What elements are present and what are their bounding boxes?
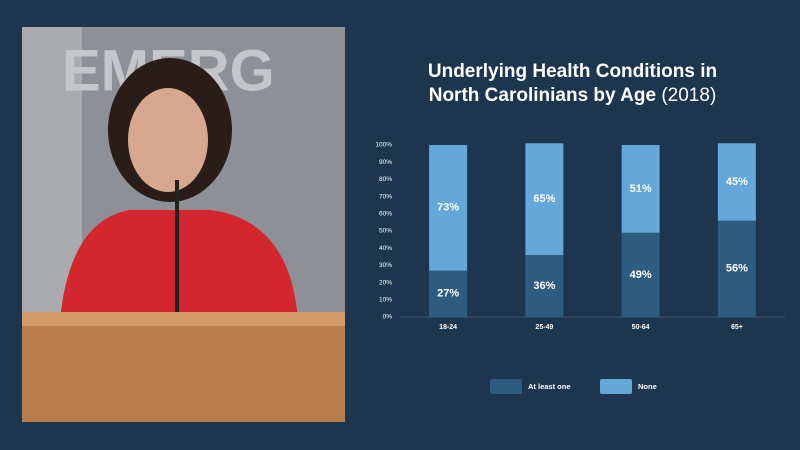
legend-label: None [638, 382, 657, 391]
value-label: 49% [630, 269, 652, 281]
y-tick-label: 10% [379, 297, 392, 304]
value-label: 73% [437, 202, 459, 214]
legend-label: At least one [528, 382, 571, 391]
bar-segment [525, 255, 564, 317]
value-label: 56% [726, 263, 748, 275]
legend-swatch [600, 379, 632, 394]
value-label: 36% [533, 280, 555, 292]
bar-segment [429, 270, 468, 317]
bar-segment [717, 220, 756, 317]
title-text: Underlying Health Conditions in North Ca… [427, 61, 718, 106]
bar-segment [429, 145, 468, 271]
y-tick-label: 30% [379, 262, 392, 269]
value-label: 51% [630, 183, 652, 195]
face [128, 88, 208, 192]
chart-title: Underlying Health Conditions in North Ca… [400, 60, 745, 108]
y-tick-label: 40% [379, 245, 392, 252]
podium-top [22, 312, 345, 326]
legend-swatch [490, 379, 522, 394]
y-tick-label: 100% [375, 142, 392, 149]
value-label: 45% [726, 176, 748, 188]
video-frame: EMERG [22, 27, 345, 422]
y-tick-label: 20% [379, 279, 392, 286]
y-tick-label: 80% [379, 176, 392, 183]
microphone [175, 180, 179, 315]
x-tick-label: 65+ [731, 324, 743, 331]
podium [22, 312, 345, 422]
value-label: 65% [533, 193, 555, 205]
bar-segment [525, 143, 564, 256]
subtitle: (2018) [661, 85, 717, 106]
bar-segment [621, 232, 660, 317]
value-label: 27% [437, 288, 459, 300]
x-tick-label: 25-49 [535, 324, 553, 331]
y-tick-label: 0% [383, 314, 393, 321]
y-tick-label: 90% [379, 159, 392, 166]
bar-segment [717, 143, 756, 221]
y-tick-label: 50% [379, 228, 392, 235]
bar-segment [621, 145, 660, 233]
x-tick-label: 50-64 [632, 324, 650, 331]
y-tick-label: 70% [379, 193, 392, 200]
x-tick-label: 18-24 [439, 324, 457, 331]
y-tick-label: 60% [379, 211, 392, 218]
